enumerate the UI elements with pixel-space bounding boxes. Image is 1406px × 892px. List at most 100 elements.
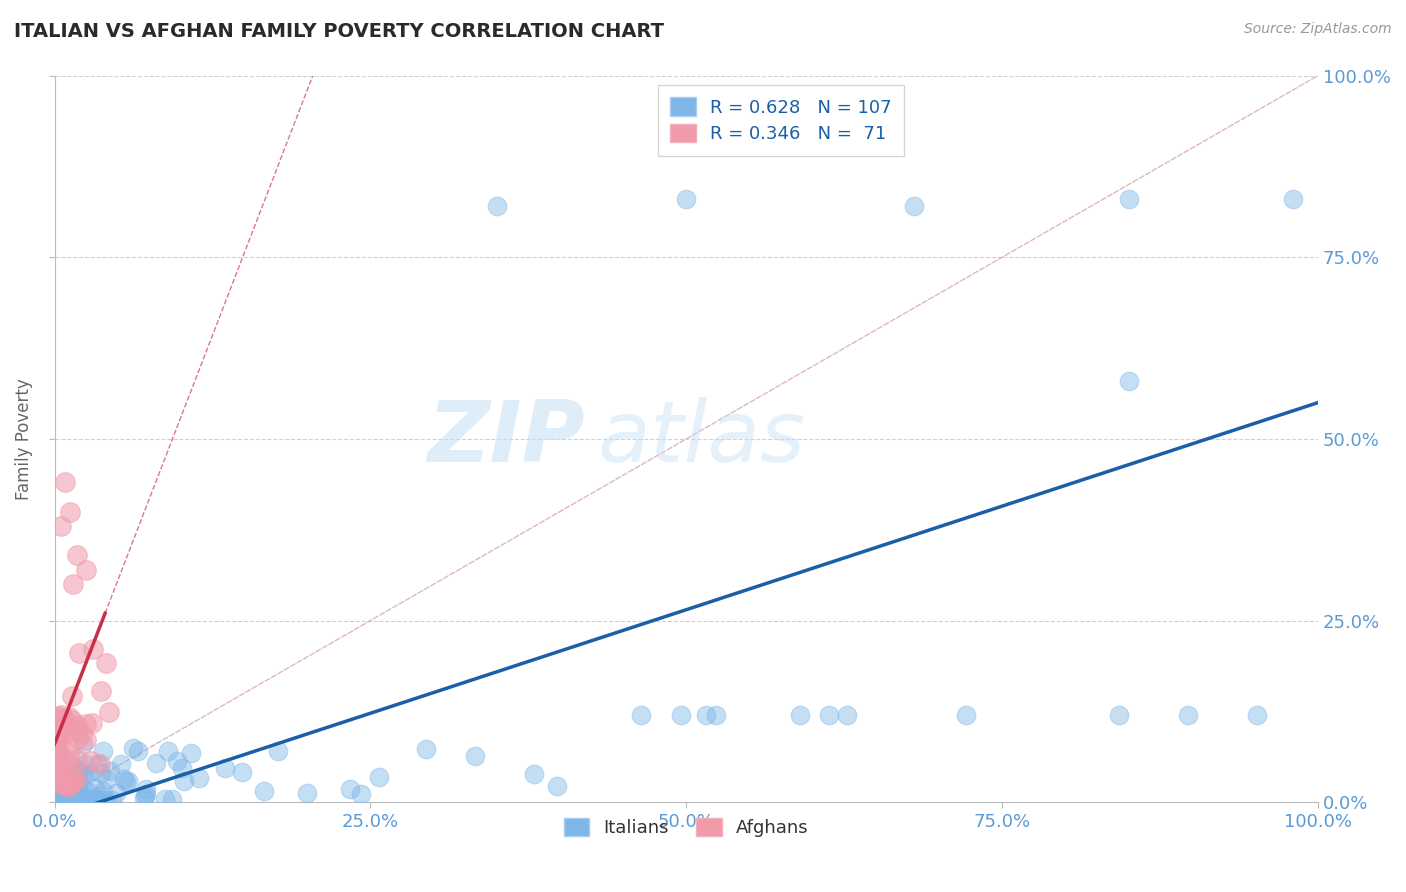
Point xyxy=(675,192,697,206)
Point xyxy=(49,771,72,785)
Point xyxy=(94,793,117,807)
Text: Source: ZipAtlas.com: Source: ZipAtlas.com xyxy=(1244,22,1392,37)
Point xyxy=(153,792,176,806)
Point xyxy=(817,708,839,723)
Point xyxy=(46,712,69,726)
Point xyxy=(72,737,94,751)
Point xyxy=(60,689,83,703)
Point xyxy=(82,642,104,657)
Point xyxy=(46,747,69,761)
Point xyxy=(69,789,91,803)
Point xyxy=(98,705,121,719)
Point xyxy=(1118,192,1140,206)
Point xyxy=(46,769,69,783)
Point xyxy=(56,766,79,780)
Point xyxy=(835,708,858,723)
Point xyxy=(45,795,67,809)
Point xyxy=(56,777,79,791)
Point xyxy=(79,766,101,780)
Point xyxy=(63,760,86,774)
Point xyxy=(46,768,69,782)
Point xyxy=(464,748,486,763)
Point xyxy=(96,657,118,671)
Point xyxy=(70,792,93,806)
Point xyxy=(67,646,90,660)
Text: atlas: atlas xyxy=(598,398,806,481)
Point xyxy=(80,715,103,730)
Point xyxy=(546,779,568,793)
Point xyxy=(80,755,103,769)
Point xyxy=(66,752,89,766)
Point xyxy=(1108,708,1130,723)
Point xyxy=(46,788,69,802)
Point xyxy=(51,775,73,789)
Point xyxy=(105,785,128,799)
Point xyxy=(523,766,546,780)
Point xyxy=(671,708,693,723)
Point xyxy=(52,720,75,734)
Point xyxy=(117,773,139,788)
Point xyxy=(82,792,104,806)
Point xyxy=(173,774,195,789)
Text: ZIP: ZIP xyxy=(427,398,585,481)
Point xyxy=(45,754,67,768)
Point xyxy=(214,762,236,776)
Point xyxy=(55,785,77,799)
Point xyxy=(45,752,67,766)
Point xyxy=(52,715,75,730)
Point xyxy=(60,772,83,787)
Point xyxy=(63,793,86,807)
Point xyxy=(55,778,77,792)
Point xyxy=(266,743,288,757)
Point xyxy=(110,756,132,771)
Point xyxy=(45,742,67,756)
Point xyxy=(53,727,76,741)
Point xyxy=(51,777,73,791)
Point xyxy=(166,754,188,768)
Point xyxy=(60,778,83,792)
Point xyxy=(90,766,112,780)
Point xyxy=(253,784,276,798)
Point xyxy=(75,717,97,731)
Point xyxy=(49,756,72,771)
Point xyxy=(66,717,89,731)
Point xyxy=(75,563,97,577)
Point xyxy=(77,785,100,799)
Text: ITALIAN VS AFGHAN FAMILY POVERTY CORRELATION CHART: ITALIAN VS AFGHAN FAMILY POVERTY CORRELA… xyxy=(14,22,664,41)
Point xyxy=(65,780,87,794)
Point xyxy=(955,708,977,723)
Point xyxy=(60,776,83,790)
Point xyxy=(55,772,77,787)
Point xyxy=(52,794,75,808)
Point xyxy=(46,781,69,796)
Point xyxy=(66,724,89,739)
Point xyxy=(67,765,90,780)
Point xyxy=(67,776,90,790)
Point xyxy=(90,683,112,698)
Point xyxy=(62,774,84,789)
Point xyxy=(58,791,80,805)
Point xyxy=(231,764,253,779)
Point xyxy=(157,744,180,758)
Point xyxy=(52,716,75,731)
Point xyxy=(96,772,118,787)
Point xyxy=(46,759,69,773)
Point xyxy=(76,795,98,809)
Point xyxy=(53,795,76,809)
Point xyxy=(72,767,94,781)
Point xyxy=(65,790,87,805)
Point xyxy=(49,711,72,725)
Point xyxy=(101,793,124,807)
Point xyxy=(60,794,83,808)
Point xyxy=(134,789,156,804)
Point xyxy=(45,734,67,748)
Point xyxy=(52,784,75,798)
Point xyxy=(135,781,157,796)
Point xyxy=(789,708,811,723)
Point xyxy=(45,774,67,789)
Point xyxy=(1282,192,1305,206)
Point xyxy=(49,783,72,797)
Point xyxy=(75,733,97,747)
Point xyxy=(706,708,728,723)
Point xyxy=(367,770,389,784)
